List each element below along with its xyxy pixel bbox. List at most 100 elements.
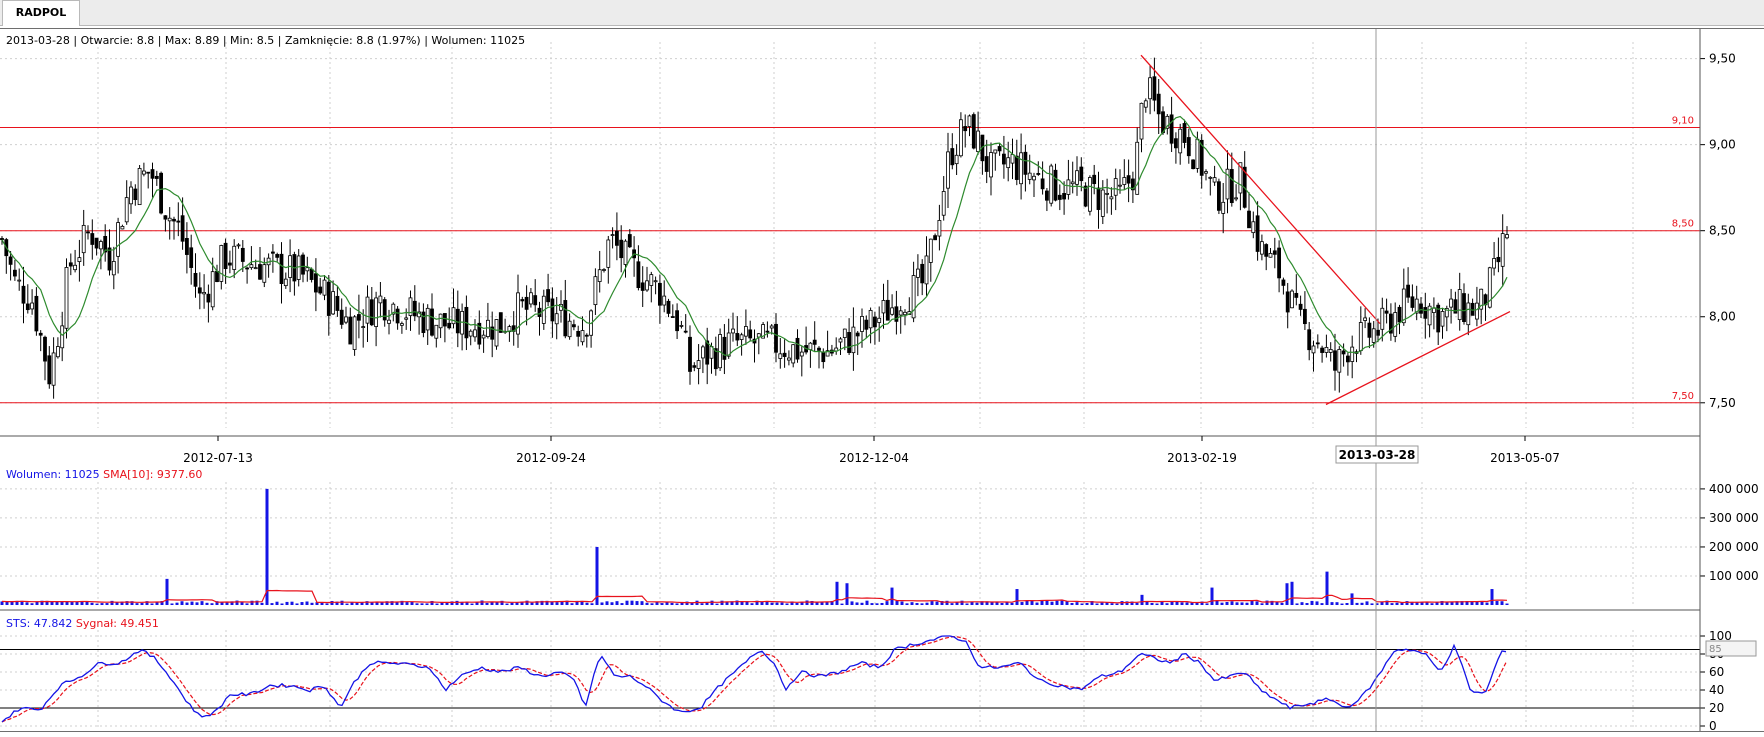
volume-bar: [540, 600, 544, 605]
volume-bar: [1285, 583, 1289, 605]
candle: [326, 274, 331, 336]
level-label-1: 8,50: [1672, 219, 1694, 230]
volume-bar: [1175, 601, 1179, 605]
candle: [176, 202, 181, 237]
candle: [494, 319, 499, 350]
volume-bar: [225, 602, 229, 605]
candle: [920, 259, 925, 296]
candle: [133, 184, 138, 206]
volume-bar: [135, 603, 139, 605]
candle: [1496, 237, 1501, 273]
level-label-2: 7,50: [1672, 391, 1694, 402]
volume-bar: [1330, 602, 1334, 605]
volume-bar: [1050, 601, 1054, 605]
candle: [99, 239, 103, 270]
tab-radpol[interactable]: RADPOL: [2, 0, 80, 26]
price-levels: 9,10 8,50 7,50: [0, 115, 1700, 404]
volume-bar: [1440, 601, 1444, 605]
candle: [1032, 172, 1036, 198]
candle: [533, 279, 538, 312]
candle: [4, 237, 9, 274]
svg-text:2013-03-28 | Otwarcie: 8.8 | M: 2013-03-28 | Otwarcie: 8.8 | Max: 8.89 |…: [6, 34, 525, 47]
volume-bar: [140, 603, 144, 605]
volume-bar: [905, 603, 909, 605]
info-close: Zamknięcie: 8.8 (1.97%): [285, 34, 421, 47]
volume-bar: [1100, 602, 1104, 605]
trend-line-1: [1325, 311, 1511, 406]
candle: [73, 249, 77, 273]
candle: [967, 114, 972, 137]
candle: [928, 238, 933, 282]
volume-bar: [515, 602, 519, 605]
candle: [485, 302, 490, 339]
candle: [236, 243, 241, 249]
volume-bar: [270, 603, 274, 605]
candle: [442, 313, 447, 343]
volume-bar: [285, 601, 289, 605]
volume-bar: [1495, 601, 1499, 605]
date-tick-label: 2013-05-07: [1490, 451, 1560, 465]
candle: [1303, 291, 1307, 331]
volume-bar: [725, 601, 729, 605]
candle: [1440, 307, 1445, 339]
candle: [1462, 283, 1466, 325]
candle: [511, 311, 516, 346]
moving-average-line: [1, 115, 1508, 356]
candle: [21, 266, 26, 324]
candle: [838, 337, 843, 355]
candle: [576, 325, 581, 347]
volume-tick-label: 300 000: [1709, 511, 1759, 525]
candle: [804, 326, 808, 355]
volume-bar: [775, 602, 779, 605]
volume-bar: [185, 602, 189, 605]
candle: [1311, 340, 1316, 372]
candle: [1333, 333, 1337, 391]
volume-bar: [80, 601, 84, 605]
candle: [1178, 123, 1183, 165]
candle: [627, 229, 632, 248]
candle: [219, 244, 224, 290]
candle: [1354, 349, 1359, 363]
candle: [1096, 171, 1101, 229]
volume-bar: [1070, 602, 1074, 605]
volume-bar: [500, 600, 504, 605]
candle: [1191, 159, 1195, 170]
candle: [718, 328, 722, 371]
volume-bar: [1340, 603, 1344, 605]
candle: [1212, 165, 1217, 186]
volume-bar: [640, 601, 644, 605]
candle: [141, 162, 146, 177]
trend-lines: [1140, 54, 1511, 406]
volume-bar: [615, 601, 619, 605]
candle: [520, 296, 525, 308]
volume-bar: [75, 601, 79, 605]
volume-bar: [980, 601, 984, 605]
volume-bar: [1395, 602, 1399, 605]
volume-bar: [1150, 602, 1154, 605]
candle: [348, 307, 353, 345]
volume-bar: [645, 602, 649, 605]
volume-bar: [560, 601, 564, 605]
volume-bar: [15, 600, 19, 605]
volume-bar: [610, 602, 614, 605]
candle: [821, 348, 826, 369]
volume-bar: [715, 603, 719, 605]
candle: [1014, 139, 1019, 186]
candle: [1419, 297, 1423, 318]
candle: [1294, 274, 1299, 306]
candle: [1217, 178, 1221, 215]
candle: [421, 303, 426, 338]
volume-bar: [1015, 589, 1019, 605]
candle: [701, 344, 705, 374]
volume-bar: [1360, 602, 1364, 605]
volume-bar: [525, 600, 529, 605]
candle: [438, 313, 443, 339]
price-panel: 2013-03-28 | Otwarcie: 8.8 | Max: 8.89 |…: [0, 34, 1736, 410]
candle: [1165, 114, 1170, 135]
volume-bar: [550, 601, 554, 605]
candle: [696, 344, 701, 385]
volume-bar: [1460, 601, 1464, 605]
volume-bar: [530, 602, 534, 605]
volume-bar: [890, 587, 894, 605]
